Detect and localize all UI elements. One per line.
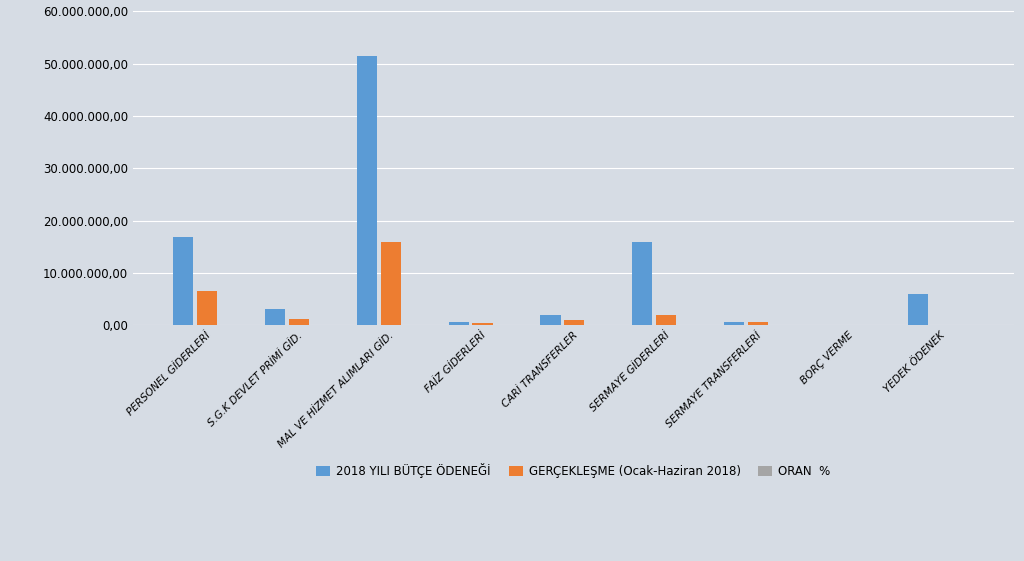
Bar [449, 321, 469, 325]
Bar [907, 294, 928, 325]
Bar [541, 315, 560, 325]
Bar [724, 321, 744, 325]
Bar [289, 319, 309, 325]
Bar [197, 291, 217, 325]
Bar [748, 321, 768, 325]
Bar [656, 315, 676, 325]
Bar [632, 242, 652, 325]
Bar [381, 242, 400, 325]
Bar [564, 320, 585, 325]
Bar [356, 56, 377, 325]
Bar [472, 323, 493, 325]
Bar [265, 309, 285, 325]
Legend: 2018 YILI BÜTÇE ÖDENEĞİ, GERÇEKLEŞME (Ocak-Haziran 2018), ORAN  %: 2018 YILI BÜTÇE ÖDENEĞİ, GERÇEKLEŞME (Oc… [311, 458, 836, 483]
Bar [173, 237, 194, 325]
